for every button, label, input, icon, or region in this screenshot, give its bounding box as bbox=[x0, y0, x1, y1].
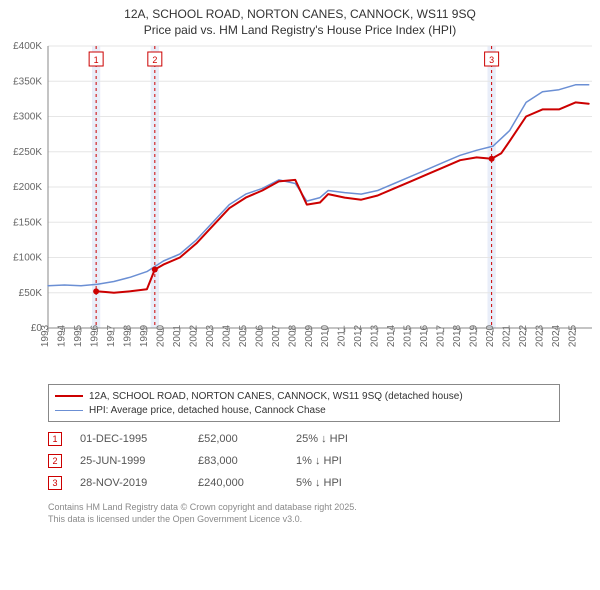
y-tick-label: £400K bbox=[13, 41, 42, 52]
sale-row-marker: 3 bbox=[48, 476, 62, 490]
sale-row-marker: 1 bbox=[48, 432, 62, 446]
sale-row-marker: 2 bbox=[48, 454, 62, 468]
sale-row-date: 28-NOV-2019 bbox=[80, 477, 180, 489]
legend-item: HPI: Average price, detached house, Cann… bbox=[55, 403, 553, 417]
footer-line2: This data is licensed under the Open Gov… bbox=[48, 514, 560, 526]
chart-title: 12A, SCHOOL ROAD, NORTON CANES, CANNOCK,… bbox=[0, 0, 600, 38]
y-tick-label: £200K bbox=[13, 182, 42, 193]
title-line1: 12A, SCHOOL ROAD, NORTON CANES, CANNOCK,… bbox=[0, 6, 600, 22]
title-line2: Price paid vs. HM Land Registry's House … bbox=[0, 22, 600, 38]
legend-swatch bbox=[55, 395, 83, 397]
sale-row-price: £240,000 bbox=[198, 477, 278, 489]
y-tick-label: £100K bbox=[13, 253, 42, 264]
sale-marker-number: 1 bbox=[94, 55, 99, 65]
series-hpi bbox=[48, 85, 589, 286]
sale-marker-number: 3 bbox=[489, 55, 494, 65]
sale-row-date: 25-JUN-1999 bbox=[80, 455, 180, 467]
legend-label: HPI: Average price, detached house, Cann… bbox=[89, 405, 326, 416]
sale-row: 1 01-DEC-1995 £52,000 25% ↓ HPI bbox=[48, 428, 560, 450]
sale-row: 3 28-NOV-2019 £240,000 5% ↓ HPI bbox=[48, 472, 560, 494]
line-chart-svg: £0£50K£100K£150K£200K£250K£300K£350K£400… bbox=[0, 38, 600, 378]
y-tick-label: £50K bbox=[19, 288, 43, 299]
sale-marker-point bbox=[489, 156, 495, 162]
chart-area: £0£50K£100K£150K£200K£250K£300K£350K£400… bbox=[0, 38, 600, 378]
y-tick-label: £150K bbox=[13, 218, 42, 229]
sale-marker-number: 2 bbox=[152, 55, 157, 65]
sale-row-delta: 5% ↓ HPI bbox=[296, 477, 396, 489]
legend-label: 12A, SCHOOL ROAD, NORTON CANES, CANNOCK,… bbox=[89, 391, 463, 402]
y-tick-label: £250K bbox=[13, 147, 42, 158]
series-price_paid bbox=[96, 103, 589, 293]
attribution-footer: Contains HM Land Registry data © Crown c… bbox=[48, 502, 560, 525]
legend-swatch bbox=[55, 410, 83, 411]
sale-row-price: £52,000 bbox=[198, 433, 278, 445]
sale-marker-point bbox=[93, 289, 99, 295]
y-tick-label: £350K bbox=[13, 77, 42, 88]
footer-line1: Contains HM Land Registry data © Crown c… bbox=[48, 502, 560, 514]
sale-row: 2 25-JUN-1999 £83,000 1% ↓ HPI bbox=[48, 450, 560, 472]
sale-row-delta: 25% ↓ HPI bbox=[296, 433, 396, 445]
sale-row-date: 01-DEC-1995 bbox=[80, 433, 180, 445]
y-tick-label: £300K bbox=[13, 112, 42, 123]
sale-row-delta: 1% ↓ HPI bbox=[296, 455, 396, 467]
sale-row-price: £83,000 bbox=[198, 455, 278, 467]
legend-item: 12A, SCHOOL ROAD, NORTON CANES, CANNOCK,… bbox=[55, 389, 553, 403]
legend: 12A, SCHOOL ROAD, NORTON CANES, CANNOCK,… bbox=[48, 384, 560, 422]
sale-marker-point bbox=[152, 267, 158, 273]
sales-table: 1 01-DEC-1995 £52,000 25% ↓ HPI 2 25-JUN-1999… bbox=[48, 428, 560, 494]
